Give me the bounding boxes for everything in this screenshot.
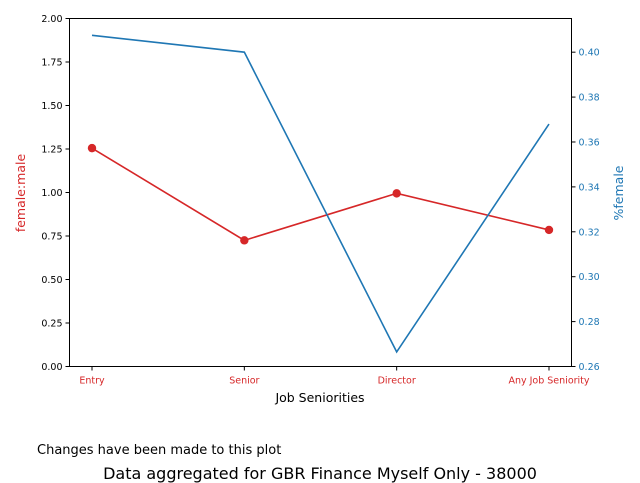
right-tick-label: 0.28	[579, 317, 600, 328]
series-line-pct-female	[91, 34, 550, 354]
series-layer	[87, 34, 554, 354]
data-point	[392, 189, 401, 198]
x-axis-title: Job Seniorities	[274, 390, 364, 405]
left-tick-label: 0.50	[41, 275, 62, 286]
left-tick-label: 0.00	[41, 362, 62, 373]
series-line-female-male-ratio	[91, 147, 550, 242]
left-tick-label: 1.50	[41, 101, 62, 112]
right-tick-label: 0.40	[579, 48, 600, 59]
right-tick-label: 0.38	[579, 93, 600, 104]
right-tick-label: 0.34	[579, 182, 600, 193]
left-tick-label: 0.75	[41, 232, 62, 243]
x-tick-label: Any Job Seniority	[508, 376, 589, 387]
left-tick-label: 2.00	[41, 14, 62, 25]
left-tick-label: 1.25	[41, 145, 62, 156]
x-tick-label: Director	[378, 376, 416, 387]
left-tick-label: 1.00	[41, 188, 62, 199]
data-point	[544, 225, 554, 235]
right-tick-label: 0.36	[579, 137, 600, 148]
right-tick-label: 0.26	[579, 362, 600, 373]
left-tick-label: 0.25	[41, 319, 62, 330]
right-axis-ticks: 0.26 0.28 0.30 0.32 0.34 0.36 0.38 0.40	[571, 48, 600, 373]
left-axis-title: female:male	[13, 154, 28, 233]
x-tick-label: Senior	[229, 376, 259, 387]
right-axis-title: %female	[611, 165, 626, 220]
x-axis-ticks: Entry Senior Director Any Job Seniority	[79, 366, 590, 387]
x-tick-label: Entry	[79, 376, 105, 387]
left-tick-label: 1.75	[41, 58, 62, 69]
plot-frame	[69, 18, 572, 367]
changes-note: Changes have been made to this plot	[37, 443, 282, 458]
data-caption: Data aggregated for GBR Finance Myself O…	[103, 464, 537, 483]
left-axis-ticks: 0.00 0.25 0.50 0.75 1.00 1.25 1.50 1.75 2.00	[41, 14, 70, 373]
right-tick-label: 0.32	[579, 227, 600, 238]
data-point	[87, 143, 97, 153]
right-tick-label: 0.30	[579, 272, 600, 283]
data-point	[240, 236, 249, 245]
